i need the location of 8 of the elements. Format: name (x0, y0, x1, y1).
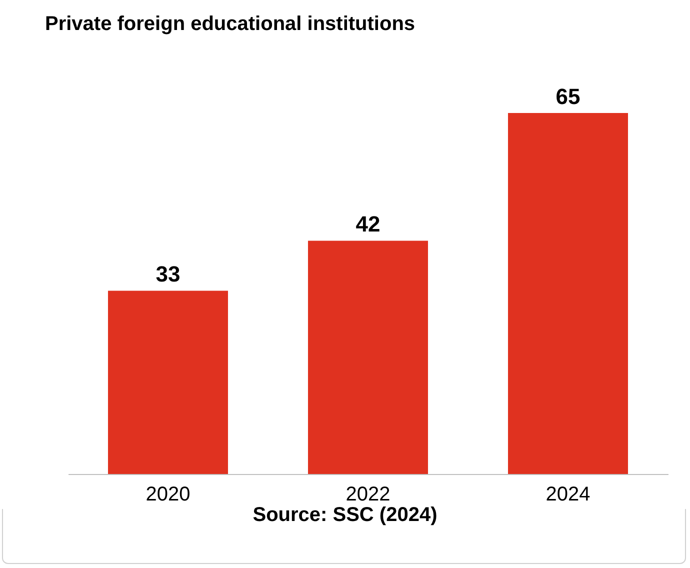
data-label: 65 (556, 84, 580, 109)
chart-title: Private foreign educational institutions (45, 13, 416, 35)
x-tick-label: 2020 (146, 484, 190, 506)
x-tick-label: 2022 (346, 484, 390, 506)
data-label: 33 (156, 262, 180, 287)
source-note: Source: SSC (2024) (252, 504, 438, 527)
x-tick-label: 2024 (546, 484, 590, 506)
data-label: 42 (356, 212, 380, 237)
